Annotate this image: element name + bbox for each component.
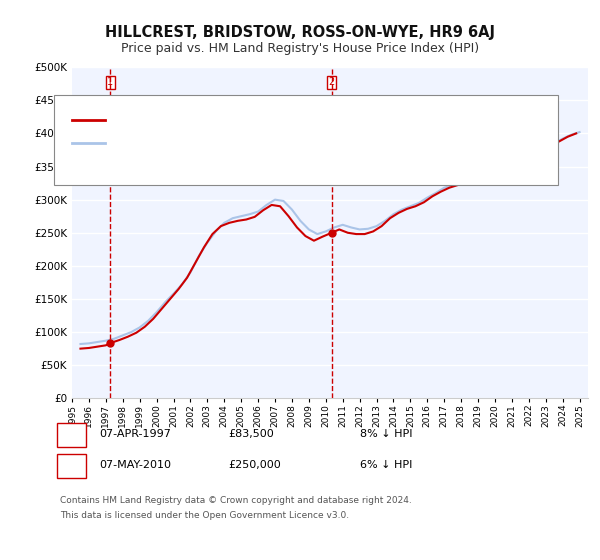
Text: 07-APR-1997: 07-APR-1997 (99, 429, 171, 439)
Text: 2: 2 (329, 77, 335, 87)
Text: HPI: Average price, detached house, Herefordshire: HPI: Average price, detached house, Here… (111, 138, 358, 148)
Text: 8% ↓ HPI: 8% ↓ HPI (360, 429, 413, 439)
Text: This data is licensed under the Open Government Licence v3.0.: This data is licensed under the Open Gov… (60, 511, 349, 520)
Text: HILLCREST, BRIDSTOW, ROSS-ON-WYE, HR9 6AJ (detached house): HILLCREST, BRIDSTOW, ROSS-ON-WYE, HR9 6A… (111, 115, 434, 125)
Text: Contains HM Land Registry data © Crown copyright and database right 2024.: Contains HM Land Registry data © Crown c… (60, 496, 412, 505)
Text: Price paid vs. HM Land Registry's House Price Index (HPI): Price paid vs. HM Land Registry's House … (121, 42, 479, 55)
Text: 1: 1 (68, 429, 75, 439)
Text: HILLCREST, BRIDSTOW, ROSS-ON-WYE, HR9 6AJ: HILLCREST, BRIDSTOW, ROSS-ON-WYE, HR9 6A… (105, 25, 495, 40)
Text: £250,000: £250,000 (228, 460, 281, 470)
Text: 2: 2 (68, 460, 75, 470)
Text: 6% ↓ HPI: 6% ↓ HPI (360, 460, 412, 470)
Text: £83,500: £83,500 (228, 429, 274, 439)
Text: 07-MAY-2010: 07-MAY-2010 (99, 460, 171, 470)
Text: 1: 1 (107, 77, 113, 87)
